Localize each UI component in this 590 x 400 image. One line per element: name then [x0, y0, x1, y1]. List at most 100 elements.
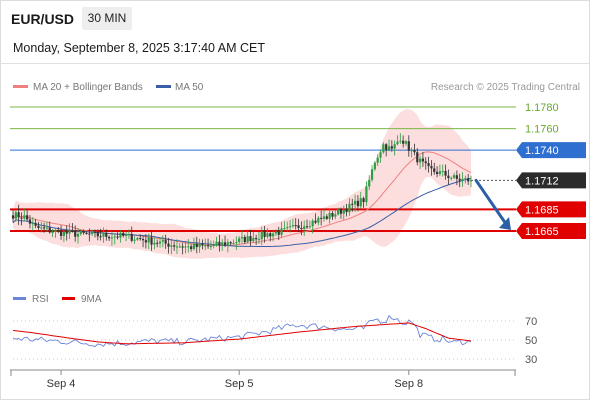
- candle-body: [144, 240, 147, 243]
- candle-body: [158, 241, 162, 244]
- bollinger-band-fill: [13, 108, 471, 259]
- candle: [277, 226, 280, 240]
- candle-body: [14, 212, 17, 219]
- candle: [48, 221, 51, 234]
- candle-body: [170, 245, 173, 247]
- candle-body: [108, 236, 111, 239]
- candle-body: [240, 236, 244, 239]
- candle: [34, 218, 37, 229]
- candle-body: [356, 200, 360, 207]
- candle: [201, 239, 204, 250]
- candle: [331, 211, 334, 220]
- candle: [407, 135, 410, 157]
- candle-body: [229, 242, 232, 244]
- level-label-1.1685: 1.1685: [525, 204, 559, 216]
- last-price-tag: [516, 172, 586, 189]
- candle-body: [150, 237, 153, 245]
- candle: [59, 225, 63, 240]
- candle: [218, 234, 221, 252]
- candle: [76, 228, 80, 244]
- candle: [368, 175, 371, 191]
- timeframe-badge[interactable]: 30 MIN: [82, 7, 132, 30]
- candle-body: [40, 227, 43, 229]
- symbol-title: EUR/USD: [11, 11, 75, 27]
- candle: [206, 238, 210, 249]
- rsi-ma-legend-label: 9MA: [81, 294, 102, 305]
- candle: [238, 236, 241, 245]
- candle-body: [17, 212, 20, 218]
- candle-body: [139, 238, 142, 240]
- datetime-label: Monday, September 8, 2025 3:17:40 AM CET: [13, 41, 265, 55]
- candle-body: [328, 213, 331, 219]
- candle-body: [136, 238, 139, 240]
- candle: [68, 223, 71, 240]
- candle: [337, 207, 340, 216]
- candle-body: [376, 157, 379, 163]
- candle-body: [368, 179, 371, 187]
- candle: [294, 218, 297, 230]
- candle: [147, 233, 150, 250]
- candle-body: [441, 170, 444, 172]
- x-tick-label: Sep 8: [394, 378, 423, 390]
- candle-body: [382, 144, 385, 153]
- candle: [161, 235, 164, 248]
- candle: [31, 217, 34, 231]
- candle: [467, 174, 470, 185]
- candle-body: [243, 236, 246, 243]
- candle: [79, 229, 82, 236]
- candle-body: [385, 144, 388, 150]
- candle-body: [370, 169, 374, 180]
- candle: [11, 209, 15, 223]
- candle-body: [59, 230, 63, 236]
- candle: [20, 212, 23, 226]
- candle: [328, 208, 331, 224]
- candle-body: [396, 141, 399, 145]
- candle: [141, 236, 145, 248]
- candle-body: [116, 236, 119, 238]
- candle: [334, 210, 337, 220]
- candle: [181, 243, 184, 255]
- candle: [99, 228, 102, 241]
- candle: [255, 234, 258, 245]
- header-divider: [0, 63, 590, 64]
- candle: [235, 236, 238, 250]
- candle: [433, 162, 436, 175]
- candle-body: [353, 200, 357, 205]
- level-label-1.1780: 1.1780: [525, 102, 559, 114]
- candle-body: [399, 140, 402, 142]
- candle-body: [181, 246, 184, 248]
- candle: [413, 143, 416, 156]
- candle: [359, 191, 362, 209]
- candle-body: [345, 209, 348, 213]
- candle-body: [218, 241, 221, 246]
- candle: [320, 210, 323, 226]
- candle: [410, 147, 413, 158]
- candle: [348, 198, 351, 216]
- candle-body: [337, 209, 340, 215]
- candle: [382, 142, 385, 154]
- candle-body: [252, 237, 255, 242]
- candle: [82, 229, 85, 235]
- candle-body: [419, 158, 422, 163]
- candle: [195, 236, 198, 254]
- candle: [232, 239, 235, 245]
- candle-body: [28, 219, 32, 224]
- candle-body: [201, 243, 204, 246]
- candle-body: [257, 239, 261, 241]
- level-tag-support: [516, 223, 586, 239]
- candle-body: [467, 178, 470, 182]
- candle-body: [93, 231, 97, 233]
- candle-body: [206, 245, 210, 247]
- candle: [283, 221, 286, 230]
- candle-body: [297, 225, 300, 228]
- candle-body: [192, 243, 196, 250]
- candle-body: [65, 231, 68, 234]
- candle-body: [141, 239, 145, 241]
- rsi-legend-swatch: [13, 297, 26, 300]
- candle-body: [438, 171, 442, 175]
- candle-body: [274, 231, 278, 234]
- candle-body: [427, 163, 430, 167]
- candle: [229, 241, 232, 246]
- candle-body: [322, 216, 326, 219]
- candle: [345, 203, 348, 217]
